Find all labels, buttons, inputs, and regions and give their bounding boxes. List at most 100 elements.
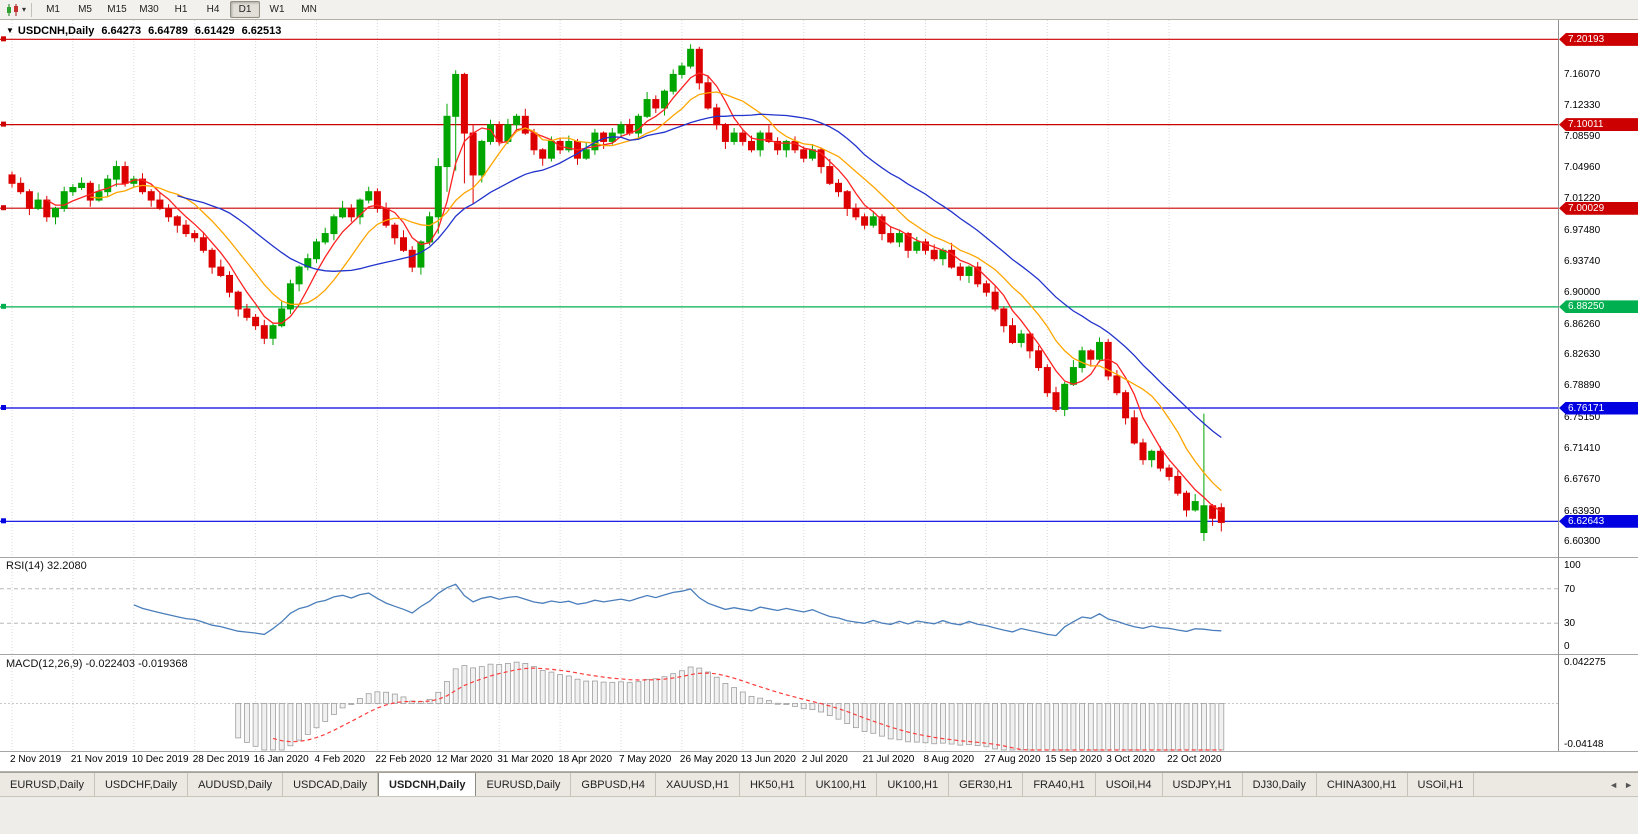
candle-body [1017,333,1025,343]
candle-body [269,325,277,339]
candlestick-chart-icon[interactable] [4,2,22,18]
ma-slow-line [177,113,1222,439]
candle-body [547,140,555,159]
candle-body [43,199,51,218]
price-level-tag[interactable]: 6.76171 [1559,401,1638,415]
candle-body [721,124,729,142]
price-level-tag[interactable]: 7.10011 [1559,118,1638,132]
timeframe-button-m5[interactable]: M5 [78,4,92,15]
macd-bar [296,703,303,741]
chart-tab-china300-h1[interactable]: CHINA300,H1 [1317,773,1408,796]
date-axis-label: 4 Feb 2020 [314,754,366,765]
date-axis-label: 27 Aug 2020 [984,754,1041,765]
chart-tab-usdchf-daily[interactable]: USDCHF,Daily [95,773,189,796]
candle-body [191,233,199,239]
candle-body [1113,375,1121,394]
price-axis-label: 7.16070 [1564,68,1601,80]
candle-body [469,132,477,176]
chart-tab-audusd-daily[interactable]: AUDUSD,Daily [188,773,284,796]
chart-tab-dj30-daily[interactable]: DJ30,Daily [1243,773,1317,796]
chart-tab-eurusd-daily[interactable]: EURUSD,Daily [476,773,572,796]
macd-values: -0.022403 -0.019368 [85,658,188,670]
price-axis-label: 6.82630 [1564,348,1601,360]
candle-body [1069,367,1077,385]
quote-high: 6.64789 [148,25,188,37]
chart-type-caret-icon[interactable]: ▾ [22,5,27,14]
price-level-tag[interactable]: 7.20193 [1559,32,1638,46]
chart-tab-usdjpy-h1[interactable]: USDJPY,H1 [1163,773,1243,796]
macd-bar [679,670,685,704]
candle-body [948,249,956,268]
chart-tab-eurusd-daily[interactable]: EURUSD,Daily [0,773,95,796]
chart-tab-uk100-h1[interactable]: UK100,H1 [877,773,950,796]
candle-body [1000,308,1008,327]
macd-bar [470,667,477,704]
timeframe-button-d1[interactable]: D1 [230,1,261,18]
tab-scroll-left-icon[interactable]: ◄ [1609,779,1619,790]
chart-tab-hk50-h1[interactable]: HK50,H1 [740,773,806,796]
tab-scroll-controls: ◄ ► [1604,773,1638,796]
chart-tab-fra40-h1[interactable]: FRA40,H1 [1023,773,1096,796]
macd-bar [983,703,990,748]
macd-bar [800,703,807,710]
chart-tab-usoil-h1[interactable]: USOil,H1 [1408,773,1475,796]
macd-bar [539,670,546,704]
macd-bar [783,703,790,705]
candle-body [1026,333,1034,352]
chart-tab-uk100-h1[interactable]: UK100,H1 [806,773,878,796]
macd-bar [731,687,737,704]
price-level-tag[interactable]: 6.88250 [1559,300,1638,314]
candle-body [1061,383,1069,410]
candle-body [217,266,225,276]
candle-body [861,216,869,226]
candle-body [104,178,112,193]
candle-body [800,149,808,159]
timeframe-button-m1[interactable]: M1 [46,4,60,15]
macd-bar [940,703,946,744]
price-level-handle[interactable] [1,36,6,42]
timeframe-button-w1[interactable]: W1 [269,4,285,15]
price-axis-label: 6.78890 [1564,380,1601,392]
candle-body [78,182,86,188]
price-level-handle[interactable] [1,121,6,127]
chart-tab-usdcnh-daily[interactable]: USDCNH,Daily [378,773,477,796]
symbol-menu-icon[interactable]: ▼ [6,26,14,35]
candle-body [1191,501,1199,511]
timeframe-button-h1[interactable]: H1 [174,4,188,15]
chart-tab-ger30-h1[interactable]: GER30,H1 [949,773,1024,796]
chart-tab-usoil-h4[interactable]: USOil,H4 [1096,773,1163,796]
timeframe-button-m30[interactable]: M30 [139,4,159,15]
price-axis-label: 7.08590 [1564,131,1601,143]
macd-bar [1131,703,1138,751]
macd-bar [330,703,337,715]
candle-body [1052,392,1060,410]
candle-body [313,241,320,260]
price-level-handle[interactable] [1,405,6,411]
macd-bar [931,703,938,745]
macd-bar [1166,703,1172,751]
price-level-tag[interactable]: 7.00029 [1559,201,1638,215]
tab-scroll-right-icon[interactable]: ► [1624,779,1633,790]
glyph-body-down [14,5,18,12]
macd-bar [1079,703,1085,751]
macd-bar [766,700,772,704]
chart-tab-gbpusd-h4[interactable]: GBPUSD,H4 [571,773,656,796]
price-level-handle[interactable] [1,205,6,211]
price-level-handle[interactable] [1,303,6,309]
price-level-handle[interactable] [1,518,6,524]
macd-bar [252,703,259,747]
timeframe-button-m15[interactable]: M15 [107,4,127,15]
candle-body [513,115,521,126]
price-level-tag[interactable]: 6.62643 [1559,514,1638,528]
timeframe-button-h4[interactable]: H4 [206,4,220,15]
macd-bar [235,703,242,739]
chart-tab-usdcad-daily[interactable]: USDCAD,Daily [283,773,379,796]
chart-tab-xauusd-h1[interactable]: XAUUSD,H1 [656,773,740,796]
candle-body [817,149,825,168]
rsi-name: RSI(14) [6,560,44,572]
date-axis-label: 7 May 2020 [619,754,672,765]
macd-bar [757,697,764,704]
macd-bar [626,682,633,704]
timeframe-button-mn[interactable]: MN [301,4,317,15]
